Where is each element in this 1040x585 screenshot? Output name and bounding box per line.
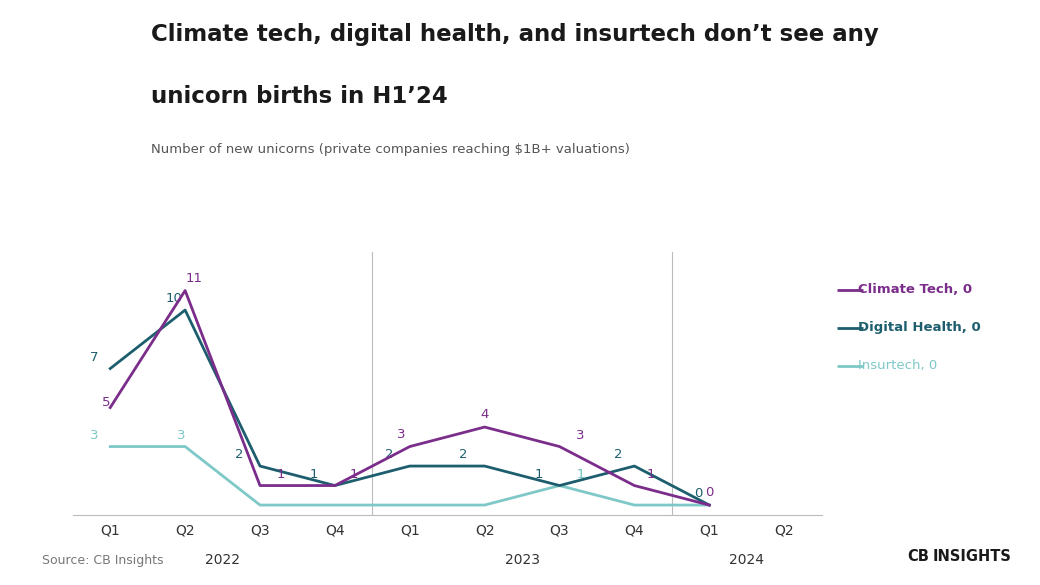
Text: 1: 1 <box>277 467 285 481</box>
Text: unicorn births in H1’24: unicorn births in H1’24 <box>151 85 447 108</box>
FancyBboxPatch shape <box>46 95 80 135</box>
Text: 2: 2 <box>614 448 622 461</box>
Text: CB: CB <box>907 549 929 565</box>
FancyBboxPatch shape <box>888 563 894 572</box>
Text: 4: 4 <box>480 408 489 421</box>
Text: 2022: 2022 <box>205 553 240 567</box>
Text: Climate Tech, 0: Climate Tech, 0 <box>858 283 972 296</box>
Text: 2: 2 <box>460 448 468 461</box>
Text: 2024: 2024 <box>729 553 764 567</box>
Text: 3: 3 <box>396 428 405 441</box>
Text: 11: 11 <box>185 271 203 285</box>
FancyBboxPatch shape <box>880 551 886 559</box>
FancyBboxPatch shape <box>78 95 111 135</box>
Text: 2: 2 <box>385 448 393 461</box>
Text: 7: 7 <box>89 350 98 364</box>
Text: INSIGHTS: INSIGHTS <box>933 549 1012 565</box>
FancyBboxPatch shape <box>79 70 101 96</box>
Text: 3: 3 <box>177 429 185 442</box>
Text: 1: 1 <box>310 467 318 481</box>
FancyBboxPatch shape <box>888 551 894 559</box>
Text: Source: CB Insights: Source: CB Insights <box>42 555 163 567</box>
Text: 10: 10 <box>165 292 182 305</box>
Text: Number of new unicorns (private companies reaching $1B+ valuations): Number of new unicorns (private companie… <box>151 143 629 156</box>
Text: 3: 3 <box>89 429 98 442</box>
Text: 3: 3 <box>576 429 584 442</box>
Text: 5: 5 <box>102 395 110 408</box>
FancyBboxPatch shape <box>47 70 69 96</box>
Text: 1: 1 <box>349 467 358 481</box>
FancyBboxPatch shape <box>880 559 889 572</box>
Text: 1: 1 <box>576 467 584 481</box>
Text: Climate tech, digital health, and insurtech don’t see any: Climate tech, digital health, and insurt… <box>151 23 879 46</box>
Text: 0: 0 <box>694 487 702 500</box>
Text: Insurtech, 0: Insurtech, 0 <box>858 359 937 372</box>
Text: 1: 1 <box>576 467 584 481</box>
Text: Digital Health, 0: Digital Health, 0 <box>858 321 981 334</box>
Text: 1: 1 <box>535 467 543 481</box>
Text: 2023: 2023 <box>504 553 540 567</box>
Text: 0: 0 <box>705 486 713 499</box>
Text: 2: 2 <box>235 448 243 461</box>
Text: 1: 1 <box>647 467 655 481</box>
